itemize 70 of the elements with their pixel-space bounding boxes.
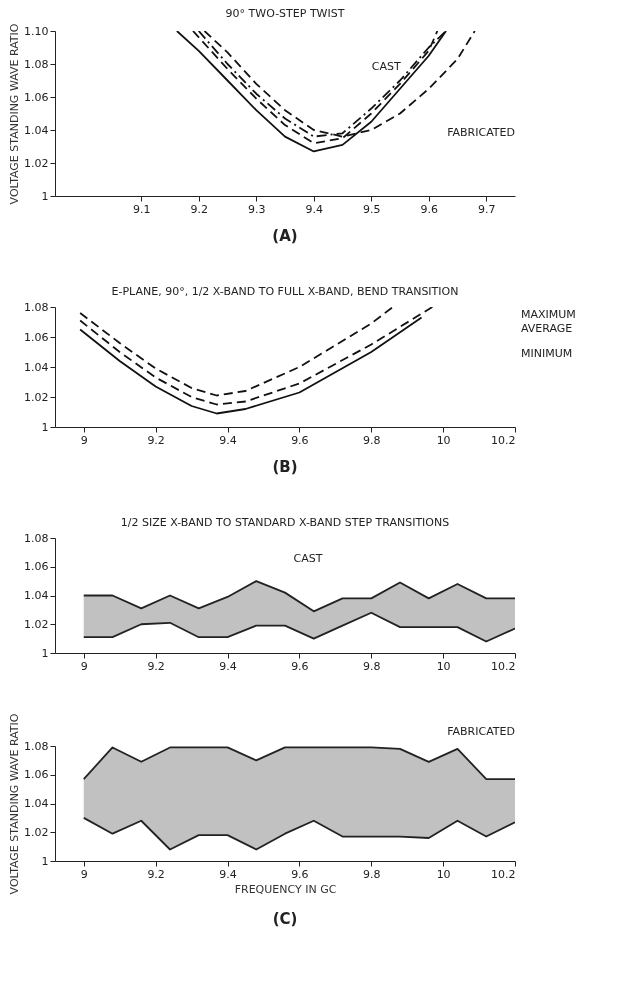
y-tick-label: 1.02 bbox=[24, 156, 49, 170]
x-tick-label: 9.8 bbox=[363, 433, 381, 447]
annotation: CAST bbox=[371, 60, 401, 74]
x-tick-label: 10 bbox=[436, 867, 451, 881]
x-tick-label: 10.2 bbox=[491, 867, 516, 881]
text: AVERAGE bbox=[521, 322, 573, 335]
x-tick-label: 9.4 bbox=[219, 433, 237, 447]
chart-title: E-PLANE, 90°, 1/2 X-BAND TO FULL X-BAND, BEND TRANSITION bbox=[111, 285, 459, 298]
y-tick-label: 1.04 bbox=[24, 589, 49, 602]
line-series bbox=[82, 746, 515, 780]
x-axis-title: FREQUENCY IN GC bbox=[234, 882, 337, 896]
x-tick-label: 10 bbox=[436, 433, 451, 447]
line-series bbox=[79, 307, 394, 397]
x-tick-label: 9.6 bbox=[291, 867, 309, 881]
x-tick-label: 10.2 bbox=[491, 659, 516, 673]
y-tick-label: 1.10 bbox=[24, 24, 49, 38]
x-tick-label: 9.2 bbox=[147, 433, 165, 447]
x-tick-label: 9.6 bbox=[420, 202, 438, 216]
y-tick-label: 1.06 bbox=[24, 768, 49, 782]
x-tick-label: 9.1 bbox=[133, 202, 151, 216]
y-tick-label: 1 bbox=[41, 420, 49, 434]
y-tick-label: 1.08 bbox=[24, 739, 49, 753]
x-tick-label: 9.8 bbox=[363, 867, 381, 881]
text: (C) bbox=[272, 910, 298, 928]
y-tick-label: 1.08 bbox=[24, 531, 49, 545]
y-tick-label: 1.06 bbox=[24, 560, 49, 574]
y-tick-label: 1 bbox=[41, 854, 49, 868]
y-tick-label: 1.02 bbox=[24, 617, 49, 631]
x-tick-label: 9.6 bbox=[291, 659, 309, 673]
chart-title: 90° TWO-STEP TWIST bbox=[225, 7, 345, 21]
x-tick-label: 9 bbox=[80, 867, 88, 881]
text: (A) bbox=[272, 227, 298, 245]
x-tick-label: 10 bbox=[436, 659, 451, 673]
y-tick-label: 1.04 bbox=[24, 123, 49, 137]
x-tick-label: 9.5 bbox=[363, 202, 381, 216]
y-tick-label: 1.08 bbox=[24, 57, 49, 71]
text: MAXIMUM bbox=[521, 308, 576, 321]
line-series bbox=[82, 816, 515, 851]
y-tick-label: 1.02 bbox=[24, 390, 49, 404]
line-series bbox=[82, 580, 515, 613]
x-tick-label: 9.3 bbox=[248, 202, 266, 216]
y-axis-title: VOLTAGE STANDING WAVE RATIO bbox=[8, 713, 22, 895]
x-tick-label: 9.2 bbox=[190, 202, 208, 216]
text: CAST bbox=[293, 551, 323, 565]
y-tick-label: 1.08 bbox=[24, 300, 49, 314]
x-tick-label: 9 bbox=[80, 433, 88, 447]
y-tick-label: 1.04 bbox=[24, 360, 49, 374]
line-series bbox=[82, 611, 515, 643]
y-tick-label: 1.02 bbox=[24, 825, 49, 839]
x-tick-label: 9 bbox=[80, 659, 88, 673]
x-tick-label: 9.7 bbox=[478, 202, 496, 216]
annotation: FABRICATED bbox=[447, 126, 515, 140]
text: (B) bbox=[272, 458, 298, 476]
y-axis-title: VOLTAGE STANDING WAVE RATIO bbox=[8, 23, 22, 205]
y-tick-label: 1.06 bbox=[24, 330, 49, 344]
x-tick-label: 9.2 bbox=[147, 659, 165, 673]
x-tick-label: 9.4 bbox=[219, 659, 237, 673]
x-tick-label: 9.2 bbox=[147, 867, 165, 881]
series-label: FABRICATED bbox=[447, 725, 515, 739]
x-tick-label: 9.8 bbox=[363, 659, 381, 673]
text: MINIMUM bbox=[521, 346, 573, 360]
x-tick-label: 9.4 bbox=[305, 202, 323, 216]
chart-title: 1/2 SIZE X-BAND TO STANDARD X-BAND STEP TRANSITIONS bbox=[120, 516, 450, 529]
y-tick-label: 1 bbox=[41, 646, 49, 660]
y-tick-label: 1.06 bbox=[24, 90, 49, 104]
y-tick-label: 1.04 bbox=[24, 797, 49, 810]
y-tick-label: 1 bbox=[41, 189, 49, 203]
x-tick-label: 9.4 bbox=[219, 867, 237, 881]
x-tick-label: 9.6 bbox=[291, 433, 309, 447]
x-tick-label: 10.2 bbox=[491, 433, 516, 447]
